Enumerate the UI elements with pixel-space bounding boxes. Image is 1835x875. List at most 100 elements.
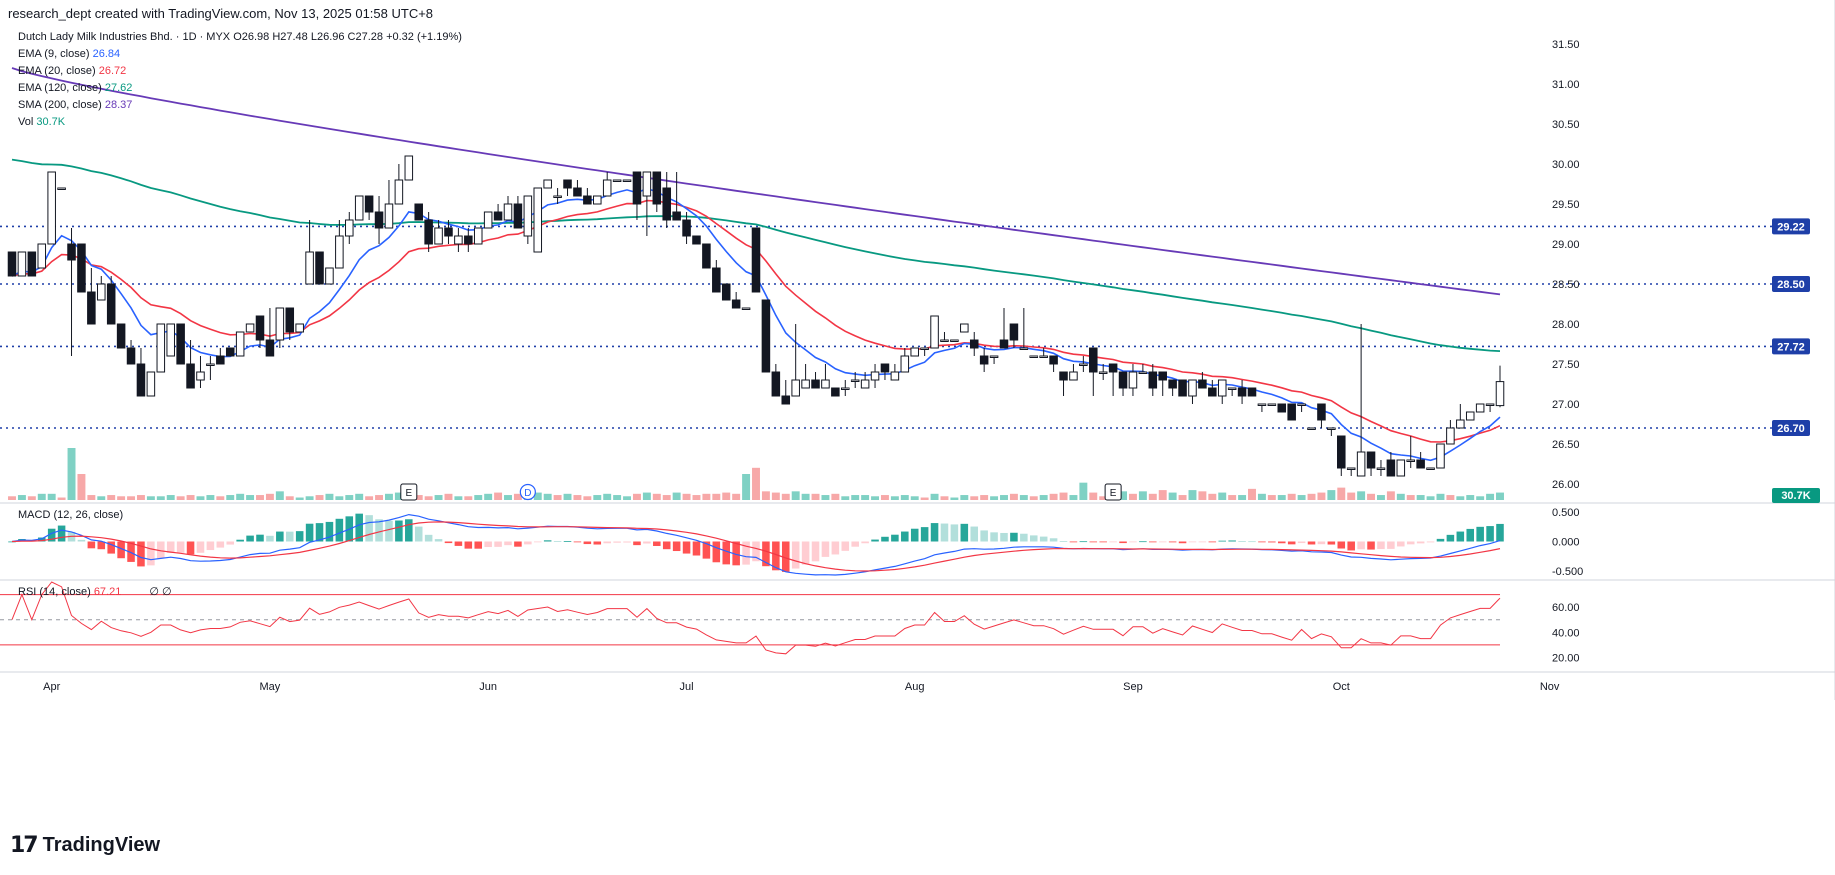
macd-histogram-bar: [37, 537, 46, 542]
macd-histogram-bar: [295, 531, 304, 542]
macd-histogram-bar: [157, 541, 165, 559]
macd-histogram-bar: [236, 539, 244, 542]
macd-histogram-bar: [1446, 534, 1455, 542]
candle-body: [1009, 323, 1019, 341]
candles: [7, 155, 1505, 477]
volume-bar: [712, 493, 721, 500]
volume-bar: [117, 496, 126, 500]
candle-body: [890, 371, 900, 381]
candle-body: [989, 355, 999, 358]
volume-bar: [910, 496, 919, 500]
volume-bar: [504, 495, 512, 500]
volume-bar: [37, 493, 46, 500]
price-tick-label: 27.50: [1552, 359, 1580, 371]
candle-body: [444, 227, 453, 237]
volume-bar: [623, 496, 632, 500]
volume-bar: [831, 493, 840, 500]
price-tick-label: 31.50: [1552, 39, 1580, 51]
candle-body: [791, 379, 800, 397]
candle-body: [652, 171, 662, 205]
price-tick-label: 26.50: [1552, 439, 1580, 451]
candle-body: [1307, 427, 1316, 430]
candle-body: [1039, 355, 1048, 358]
candle-body: [1287, 403, 1296, 421]
legend-value: 28.37: [105, 99, 133, 111]
macd-histogram-bar: [1039, 536, 1048, 542]
volume-bar: [474, 495, 483, 500]
candle-body: [136, 363, 146, 397]
candle-body: [146, 371, 156, 397]
volume-bar: [67, 448, 76, 500]
volume-bar: [1198, 491, 1207, 500]
volume-bar: [97, 496, 106, 500]
macd-histogram-bar: [563, 541, 572, 542]
volume-bar: [980, 495, 989, 500]
macd-histogram-bar: [653, 541, 661, 546]
volume-bar: [821, 495, 830, 500]
candle-body: [186, 363, 195, 389]
volume-bar: [752, 467, 760, 500]
macd-histogram-bar: [1466, 528, 1475, 542]
macd-histogram-bar: [762, 541, 770, 567]
macd-histogram-bar: [682, 541, 691, 554]
candle-body: [1446, 427, 1455, 445]
candle-body: [1485, 403, 1495, 406]
volume-bar: [265, 493, 274, 500]
volume-bar: [166, 495, 175, 500]
volume-bar: [662, 495, 671, 500]
volume-bar: [156, 496, 165, 500]
macd-histogram-bar: [1367, 541, 1375, 550]
candle-body: [1456, 419, 1465, 429]
macd-histogram-bar: [1198, 541, 1207, 543]
macd-histogram-bar: [881, 536, 889, 542]
price-tick-label: 28.00: [1552, 319, 1580, 331]
volume-bar: [642, 492, 651, 500]
volume-bar: [682, 493, 691, 500]
volume-bar: [196, 496, 205, 500]
macd-histogram-bar: [553, 541, 562, 542]
legend-item: EMA (120, close) 27.62: [18, 82, 132, 94]
volume-bar: [1208, 493, 1217, 500]
macd-histogram-bar: [732, 541, 740, 566]
price-tick-label: 29.50: [1552, 199, 1580, 211]
volume-bar: [146, 496, 155, 500]
candle-body: [87, 291, 96, 325]
volume-bar: [533, 492, 542, 500]
macd-signal-line: [11, 521, 1501, 572]
candle-body: [454, 235, 463, 245]
volume-bar: [1486, 493, 1495, 500]
candle-body: [1158, 371, 1167, 381]
volume-bars: 30.7K: [8, 448, 1820, 503]
macd-histogram-bar: [1208, 541, 1217, 543]
volume-bar: [1188, 490, 1197, 500]
candle-body: [47, 171, 56, 245]
candle-body: [1118, 371, 1128, 389]
candle-body: [1069, 371, 1078, 381]
volume-bar: [434, 495, 443, 500]
macd-histogram-bar: [980, 530, 988, 542]
volume-bar: [484, 493, 493, 500]
volume-bar: [1019, 495, 1028, 500]
rsi-extra: ∅ ∅: [149, 586, 171, 598]
volume-bar: [722, 492, 731, 500]
candle-body: [553, 195, 562, 198]
candle-body: [106, 283, 116, 325]
volume-bar: [1426, 496, 1435, 500]
x-tick-label: Jul: [680, 681, 694, 693]
candle-body: [424, 219, 433, 245]
price-tick-label: 26.00: [1552, 479, 1580, 491]
macd-histogram-bar: [424, 534, 433, 542]
candle-body: [295, 323, 304, 333]
candle-body: [354, 195, 364, 221]
macd-histogram-bar: [1149, 541, 1157, 543]
symbol-line: Dutch Lady Milk Industries Bhd. · 1D · M…: [18, 31, 462, 43]
volume-bar: [920, 497, 929, 500]
volume-bar: [1476, 496, 1485, 500]
macd-histogram-bar: [1456, 531, 1465, 542]
macd-histogram-bar: [246, 535, 254, 542]
tradingview-logo[interactable]: 𝟭𝟳 TradingView: [10, 832, 160, 858]
volume-bar: [1069, 495, 1078, 500]
macd-histogram-bar: [315, 523, 324, 542]
volume-bar: [1287, 493, 1296, 500]
